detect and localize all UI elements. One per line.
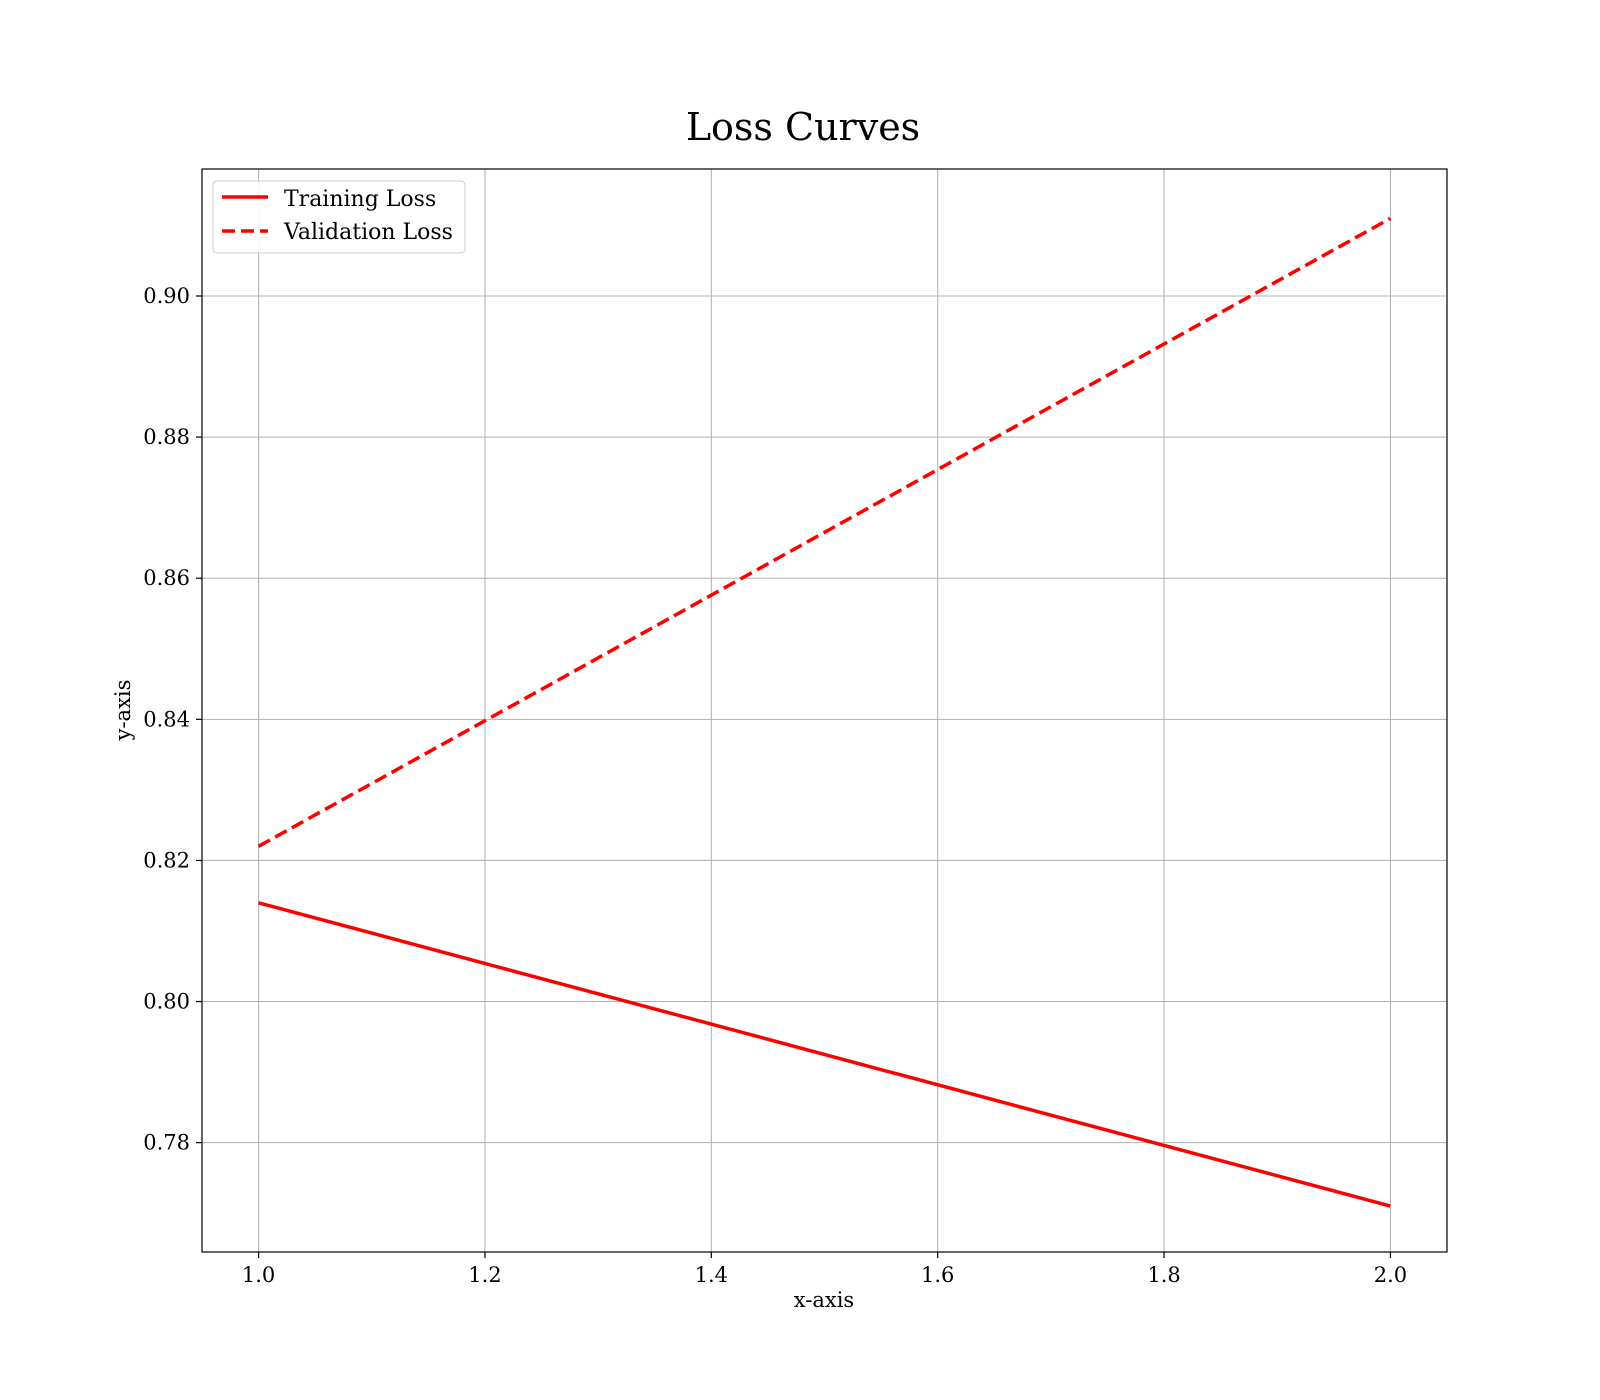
y-tick-label: 0.88 (143, 425, 190, 449)
x-tick-label: 1.6 (921, 1263, 954, 1287)
x-tick-label: 1.8 (1147, 1263, 1180, 1287)
grid (202, 169, 1447, 1252)
chart-title: Loss Curves (686, 105, 920, 149)
legend-label-validation: Validation Loss (283, 220, 453, 245)
plot-frame (201, 168, 1448, 1253)
legend-box (212, 180, 466, 254)
legend-label-training: Training Loss (284, 187, 436, 212)
x-tick-label: 1.4 (695, 1263, 728, 1287)
y-ticks: 0.78 0.80 0.82 0.84 0.86 0.88 0.90 (143, 284, 202, 1155)
y-tick-label: 0.84 (143, 707, 190, 731)
x-axis-label: x-axis (794, 1288, 854, 1312)
y-tick-label: 0.90 (143, 284, 190, 308)
y-axis-label: y-axis (111, 680, 135, 742)
y-tick-label: 0.82 (143, 848, 190, 872)
y-tick-label: 0.78 (143, 1131, 190, 1155)
x-ticks: 1.0 1.2 1.4 1.6 1.8 2.0 (242, 1252, 1407, 1287)
x-tick-label: 1.2 (468, 1263, 501, 1287)
x-tick-label: 2.0 (1374, 1263, 1407, 1287)
legend: Training Loss Validation Loss (212, 180, 466, 254)
y-tick-label: 0.80 (143, 990, 190, 1014)
y-tick-label: 0.86 (143, 566, 190, 590)
series-lines (257, 216, 1392, 1208)
series-line-training-loss (258, 901, 1391, 1208)
x-tick-label: 1.0 (242, 1263, 275, 1287)
series-line-validation-loss (257, 216, 1392, 848)
